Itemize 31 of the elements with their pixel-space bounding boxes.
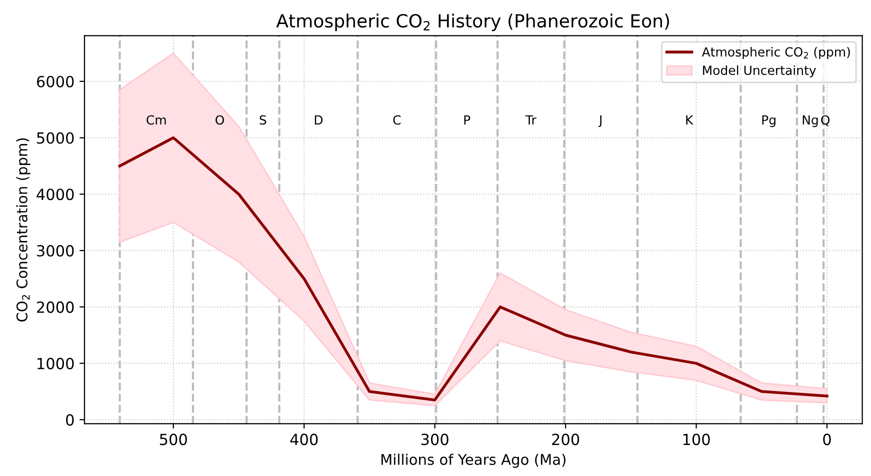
annotation: J — [598, 115, 602, 127]
x-tick-label: 400 — [290, 434, 318, 446]
annotation: P — [464, 115, 470, 124]
annotation: S — [260, 115, 266, 125]
y-tick-label: 3000 — [37, 245, 74, 257]
x-tick-label: 300 — [421, 434, 448, 446]
y-tick-label: 6000 — [36, 76, 74, 88]
annotation: Ng — [802, 115, 818, 128]
y-tick-label: 1000 — [38, 358, 74, 370]
y-tick-label: 5000 — [37, 132, 74, 144]
line-series — [118, 136, 828, 402]
x-axis-title: Millions of Years Ago (Ma) — [381, 454, 566, 468]
annotation: C — [393, 115, 401, 125]
x-tick-label: 200 — [552, 434, 580, 446]
annotation: O — [216, 115, 224, 125]
y-tick-label: 4000 — [36, 188, 74, 200]
annotation: Tr — [525, 115, 536, 124]
chart-title: Atmospheric CO$_{2}$ History (Phanerozoic Eon) — [276, 14, 670, 32]
x-tick-label: 100 — [683, 434, 710, 446]
annotation: Cm — [146, 115, 166, 125]
annotation: Pg — [762, 115, 776, 128]
annotation: K — [686, 115, 694, 124]
y-tick-label: 2000 — [37, 301, 74, 313]
y-tick-label: 0 — [66, 414, 74, 426]
annotation: Q — [821, 115, 830, 126]
x-tick-label: 500 — [160, 434, 187, 446]
y-axis-title: CO$_{2}$ Concentration (ppm) — [16, 138, 30, 322]
annotation: D — [314, 115, 323, 124]
legend-label: Model Uncertainty — [703, 65, 816, 78]
legend-label: Atmospheric CO$_{2}$ (ppm) — [702, 46, 850, 60]
x-tick-label: 0 — [823, 434, 831, 446]
